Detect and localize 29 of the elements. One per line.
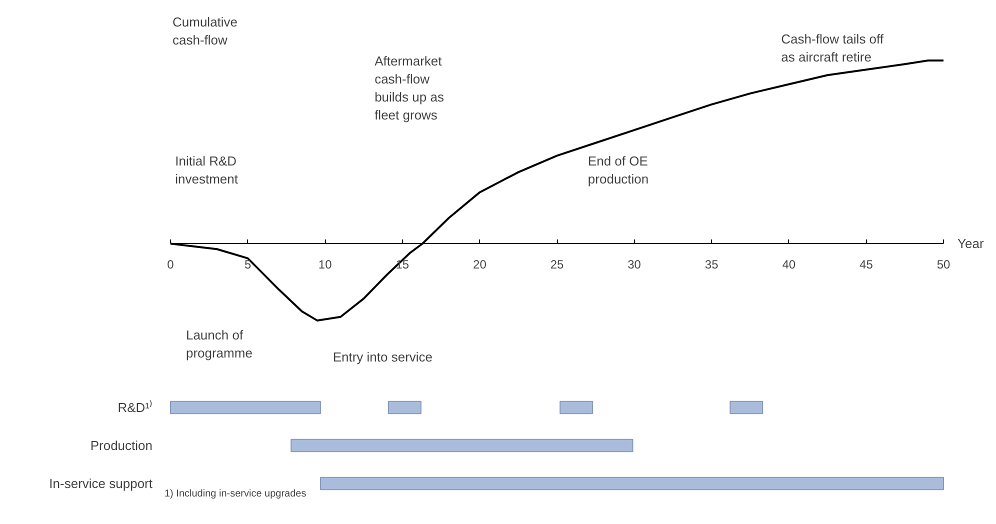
x-tick-label: 25 (550, 258, 564, 272)
y-tick-label: R&D¹⁾ (118, 400, 153, 415)
x-tick-label: 0 (167, 258, 174, 272)
text: Launch of programme (186, 327, 252, 360)
x-tick-label: 15 (396, 258, 410, 272)
x-tick-label: 45 (860, 258, 874, 272)
x-tick-label: 50 (936, 258, 950, 272)
y-tick-label: In-service support (49, 476, 153, 491)
y-axis-title: Cumulative cash-flow (172, 14, 238, 48)
annotation: Cash-flow tails off as aircraft retire (781, 31, 884, 64)
bar (388, 400, 422, 414)
x-tick-label: 35 (704, 258, 719, 272)
bar (290, 438, 634, 452)
annotation: 1) Including in-service upgrades (164, 488, 306, 500)
bar (320, 476, 944, 490)
x-axis-title: Year (958, 236, 984, 252)
annotation: Initial R&D investment (175, 154, 238, 186)
annotation: Aftermarket cash-flow builds up as fleet grows (374, 54, 444, 123)
bar (170, 400, 321, 414)
x-tick-label: 40 (782, 258, 796, 272)
text: Entry into service (332, 350, 433, 365)
x-tick-label: 10 (318, 258, 332, 272)
bar (560, 400, 594, 414)
annotation: End of OE production (588, 154, 649, 186)
bar (730, 400, 764, 414)
y-tick-label: Production (90, 438, 153, 453)
x-tick-label: 30 (628, 258, 642, 272)
x-tick-label: 5 (244, 258, 252, 272)
x-tick-label: 20 (473, 258, 487, 272)
